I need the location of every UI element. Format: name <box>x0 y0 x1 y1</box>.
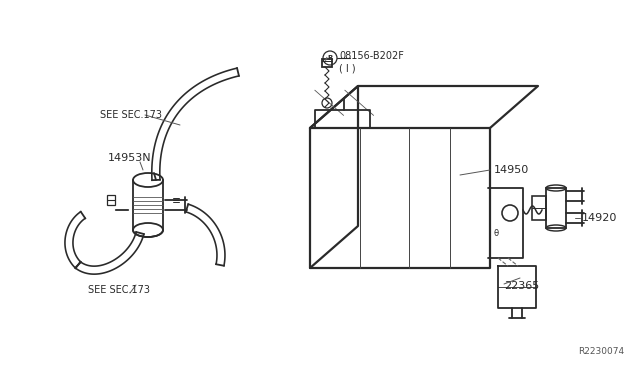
Text: SEE SEC.173: SEE SEC.173 <box>100 110 162 120</box>
Bar <box>532 196 546 220</box>
Text: 14920: 14920 <box>582 213 618 223</box>
Text: R: R <box>327 55 333 61</box>
Bar <box>322 59 332 67</box>
Text: SEE SEC.173: SEE SEC.173 <box>88 285 150 295</box>
Text: θ: θ <box>493 229 499 238</box>
Text: ( l ): ( l ) <box>339 63 356 73</box>
Text: 14950: 14950 <box>494 165 529 175</box>
Bar <box>546 188 566 228</box>
Text: 08156-B202F: 08156-B202F <box>339 51 404 61</box>
Text: 14953N: 14953N <box>108 153 152 163</box>
Text: 22365: 22365 <box>504 281 540 291</box>
Text: R2230074: R2230074 <box>578 347 624 356</box>
Bar <box>107 195 115 205</box>
